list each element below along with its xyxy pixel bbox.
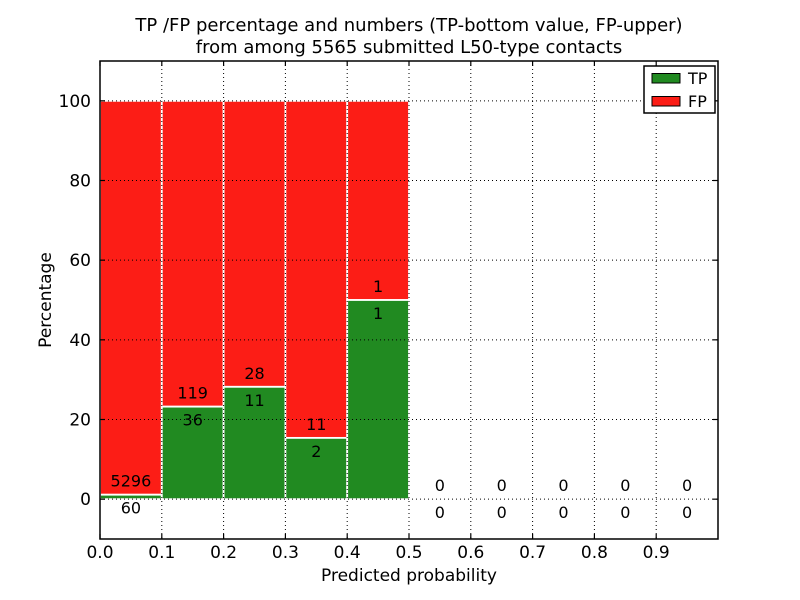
y-tick-label: 0 bbox=[80, 490, 91, 510]
x-tick-label: 0.4 bbox=[334, 543, 361, 563]
tp-count-label: 0 bbox=[620, 503, 630, 522]
bar-fp-segment bbox=[160, 99, 225, 408]
tp-count-label: 2 bbox=[311, 442, 321, 461]
bar-fp-segment bbox=[99, 99, 163, 496]
tp-count-label: 0 bbox=[497, 503, 507, 522]
bar-fp-segment bbox=[346, 99, 410, 301]
legend-label-fp: FP bbox=[688, 92, 707, 111]
bar-tp-segment bbox=[346, 299, 410, 501]
grid-layer bbox=[100, 61, 718, 539]
x-tick-label: 0.0 bbox=[86, 543, 113, 563]
x-tick-label: 0.9 bbox=[643, 543, 670, 563]
y-tick-label: 100 bbox=[59, 92, 91, 112]
fp-count-label: 5296 bbox=[111, 472, 152, 491]
x-tick-label: 0.5 bbox=[395, 543, 422, 563]
tp-count-label: 36 bbox=[183, 411, 203, 430]
x-tick-label: 0.2 bbox=[210, 543, 237, 563]
fp-count-label: 0 bbox=[558, 476, 568, 495]
y-tick-label: 60 bbox=[69, 251, 91, 271]
chart-title-line2: from among 5565 submitted L50-type conta… bbox=[196, 37, 622, 58]
x-tick-label: 0.1 bbox=[148, 543, 175, 563]
tp-count-label: 0 bbox=[435, 503, 445, 522]
x-axis-label: Predicted probability bbox=[321, 566, 497, 586]
legend-swatch-tp bbox=[651, 73, 681, 84]
x-tick-label: 0.6 bbox=[457, 543, 484, 563]
bar-fp-segment bbox=[222, 99, 287, 388]
fp-count-label: 119 bbox=[177, 384, 208, 403]
x-tick-label: 0.7 bbox=[519, 543, 546, 563]
legend-swatch-fp bbox=[651, 96, 681, 107]
fp-count-label: 11 bbox=[306, 415, 326, 434]
fp-count-label: 0 bbox=[682, 476, 692, 495]
tp-count-label: 0 bbox=[558, 503, 568, 522]
legend: TP FP bbox=[643, 65, 716, 114]
tick-labels-layer: 0.0 0.1 0.2 0.3 0.4 0.5 0.6 0.7 0.8 0.90204060801… bbox=[59, 92, 670, 563]
legend-label-tp: TP bbox=[687, 69, 708, 88]
fp-count-label: 0 bbox=[620, 476, 630, 495]
bar-fp-segment bbox=[284, 99, 349, 439]
tp-count-label: 0 bbox=[682, 503, 692, 522]
fp-count-label: 0 bbox=[435, 476, 445, 495]
tp-count-label: 1 bbox=[373, 304, 383, 323]
chart-title-line1: TP /FP percentage and numbers (TP-bottom… bbox=[134, 15, 682, 36]
x-tick-label: 0.8 bbox=[581, 543, 608, 563]
fp-count-label: 0 bbox=[497, 476, 507, 495]
fp-count-label: 28 bbox=[244, 364, 264, 383]
tp-count-label: 60 bbox=[121, 499, 141, 518]
y-tick-label: 40 bbox=[69, 331, 91, 351]
fp-count-label: 1 bbox=[373, 277, 383, 296]
y-axis-label: Percentage bbox=[36, 252, 56, 348]
tp-count-label: 11 bbox=[244, 391, 264, 410]
bars-layer bbox=[99, 99, 410, 501]
y-tick-label: 80 bbox=[69, 172, 91, 192]
x-tick-label: 0.3 bbox=[272, 543, 299, 563]
axis-ticks-layer bbox=[99, 61, 718, 539]
y-tick-label: 20 bbox=[69, 411, 91, 431]
bar-tp-segment bbox=[160, 405, 225, 501]
